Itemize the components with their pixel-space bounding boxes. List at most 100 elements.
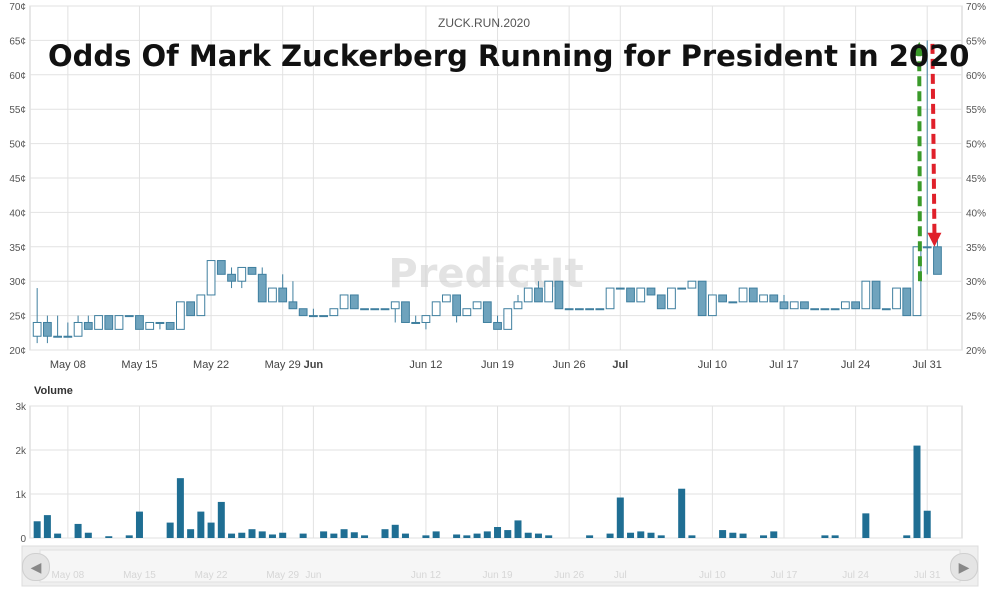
candle-body — [114, 315, 124, 330]
red-down-arrow-shaft — [930, 43, 937, 235]
volume-bar — [913, 445, 921, 538]
volume-bar — [719, 530, 727, 538]
navigator-date-label: May 22 — [195, 570, 228, 581]
candle-body — [534, 287, 543, 303]
candle-body — [892, 287, 901, 310]
date-tick-label: May 22 — [193, 359, 229, 371]
candle-body — [360, 308, 369, 311]
candle-body — [554, 280, 564, 310]
volume-bar — [105, 536, 113, 538]
volume-bar — [514, 520, 522, 538]
navigator-scrollbar[interactable]: May 08 May 15 May 22 May 29 Jun Jun 12 Jun 19 J… — [21, 545, 979, 587]
volume-bar — [627, 532, 635, 538]
candle-body — [748, 287, 758, 303]
volume-bar — [197, 511, 205, 538]
volume-bar — [166, 522, 174, 538]
volume-bar — [534, 533, 542, 538]
volume-bar — [54, 533, 62, 538]
volume-bar — [770, 531, 778, 538]
volume-bar — [432, 531, 440, 538]
candle-body — [482, 301, 492, 323]
volume-bar — [176, 478, 184, 538]
candle-body — [73, 321, 83, 337]
candle-body — [268, 287, 277, 303]
candle-body — [165, 321, 175, 330]
volume-bar — [903, 535, 911, 538]
candle-body — [145, 321, 155, 330]
candle-body — [881, 308, 891, 311]
navigator-date-label: Jul 10 — [699, 570, 726, 581]
volume-axis: 0 1k 2k 3k — [15, 402, 27, 545]
candle-body — [585, 308, 594, 311]
candle-body — [800, 301, 809, 310]
candle-body — [319, 315, 329, 318]
percent-tick-label: 40% — [966, 208, 986, 219]
market-ticker-label: ZUCK.RUN.2020 — [438, 16, 530, 30]
candle-body — [104, 315, 114, 330]
volume-bar — [268, 534, 276, 538]
candle-body — [810, 308, 820, 311]
volume-bar — [258, 531, 266, 538]
navigator-date-label: Jul — [614, 570, 627, 581]
candle-body — [646, 287, 656, 296]
date-tick-label: Jun 26 — [553, 359, 586, 371]
candle-body — [288, 301, 298, 310]
candle-body — [370, 308, 380, 311]
percent-tick-label: 70% — [966, 2, 986, 13]
navigator-date-label: Jun 26 — [554, 570, 584, 581]
volume-bar — [494, 527, 502, 538]
percent-tick-label: 45% — [966, 174, 986, 185]
volume-bar — [217, 501, 225, 538]
candle-body — [462, 308, 472, 317]
candle-body — [861, 280, 871, 310]
green-up-arrow-shaft — [917, 53, 922, 282]
volume-bar — [401, 533, 409, 538]
date-tick-label: May 29 — [265, 359, 301, 371]
price-axis-left: 20¢ 25¢ 30¢ 35¢ 40¢ 45¢ 50¢ 55¢ 60¢ 65¢ 70¢ — [9, 2, 26, 357]
date-tick-label: Jul 17 — [769, 359, 798, 371]
navigator-date-label: May 08 — [51, 570, 84, 581]
candle-body — [707, 294, 717, 317]
candle-body — [135, 315, 144, 330]
candle-body — [667, 287, 676, 310]
volume-bar — [586, 535, 594, 538]
candle-body — [871, 280, 881, 310]
volume-bar — [299, 533, 307, 538]
candle-body — [216, 260, 226, 275]
volume-tick-label: 0 — [20, 534, 26, 545]
navigator-date-label: Jul 31 — [914, 570, 941, 581]
percent-tick-label: 60% — [966, 71, 986, 82]
date-tick-label: Jul 31 — [913, 359, 942, 371]
candle-body — [63, 335, 73, 338]
candle-body — [53, 335, 63, 338]
candle-body — [349, 294, 359, 310]
percent-tick-label: 30% — [966, 277, 986, 288]
volume-bar — [340, 529, 348, 538]
navigator-date-label: Jun 19 — [483, 570, 513, 581]
candle-body — [401, 301, 410, 323]
candle-body — [728, 301, 738, 304]
volume-bar — [135, 511, 143, 538]
candle-body — [257, 273, 267, 303]
price-tick-label: 65¢ — [9, 36, 26, 47]
spike-arrows — [912, 41, 942, 282]
candle-body — [441, 294, 451, 303]
volume-bar — [739, 533, 747, 538]
candle-body — [186, 301, 196, 317]
date-tick-label: Jun 12 — [409, 359, 442, 371]
candle-body — [196, 294, 206, 317]
candle-body — [738, 287, 748, 303]
price-tick-label: 45¢ — [9, 174, 26, 185]
candle-body — [206, 260, 216, 296]
candle-body — [830, 308, 840, 311]
navigator-date-label: Jul 24 — [842, 570, 869, 581]
candle-body — [329, 308, 339, 317]
scroll-left-button[interactable]: ◀ — [22, 553, 50, 581]
candle-body — [308, 315, 318, 318]
volume-bar — [729, 532, 737, 538]
price-tick-label: 70¢ — [9, 2, 26, 13]
scroll-right-button[interactable]: ▶ — [950, 553, 978, 581]
volume-bar — [473, 533, 481, 538]
price-tick-label: 40¢ — [9, 208, 26, 219]
price-tick-label: 50¢ — [9, 140, 26, 151]
